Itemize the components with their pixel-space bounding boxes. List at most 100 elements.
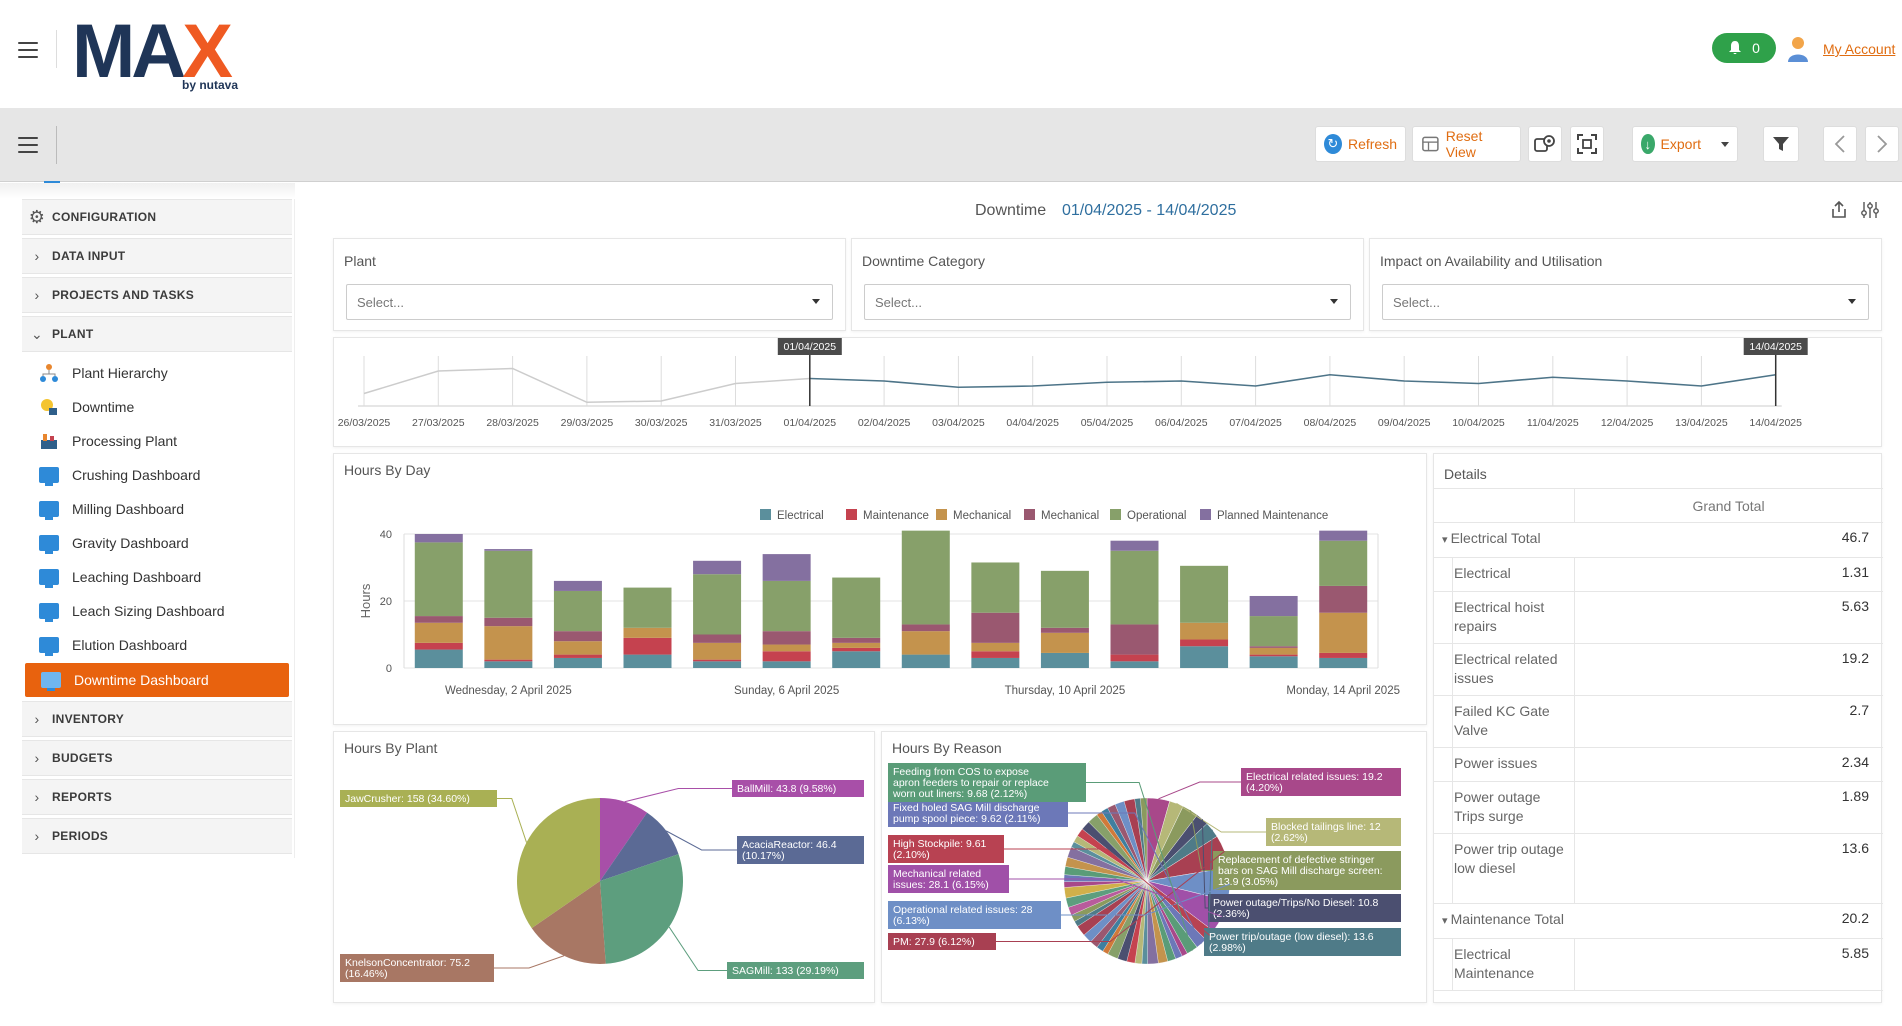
downtime-category-select[interactable]: Select... [864, 284, 1351, 320]
range-selector-chart[interactable]: 26/03/2025 27/03/2025 28/03/2025 29/03/2025… [334, 337, 1883, 448]
previous-button[interactable] [1823, 126, 1857, 162]
details-row: Electrical hoist repairs 5.63 [1434, 592, 1883, 644]
sidebar-section-periods[interactable]: › PERIODS [22, 818, 292, 854]
callout-label: (2.10%) [893, 849, 930, 861]
sidebar-section-label: INVENTORY [52, 712, 125, 726]
my-account-link[interactable]: My Account [1823, 41, 1896, 57]
bar-segment [1040, 632, 1089, 653]
sidebar-item-downtime[interactable]: Downtime [38, 392, 288, 422]
export-button[interactable]: ↓ Export [1632, 126, 1738, 162]
bar-segment [1180, 639, 1229, 647]
layout-settings-button[interactable] [1528, 126, 1562, 162]
details-title: Details [1444, 466, 1487, 482]
details-row-label: Electrical Maintenance [1454, 946, 1535, 981]
bar-segment [1110, 550, 1159, 625]
details-row-value: 19.2 [1841, 650, 1869, 666]
sidebar-item-milling-dashboard[interactable]: Milling Dashboard [38, 494, 288, 524]
sidebar-item-processing-plant[interactable]: Processing Plant [38, 426, 288, 456]
share-icon[interactable] [1829, 200, 1849, 220]
sidebar-section-label: PLANT [52, 327, 94, 341]
notifications-button[interactable]: 0 [1712, 33, 1776, 63]
chevron-right-icon [1877, 135, 1888, 153]
dashboard-icon [38, 533, 60, 554]
callout-label: (2.62%) [1271, 832, 1308, 844]
sidebar-item-label: Elution Dashboard [72, 637, 188, 653]
sidebar-section-plant[interactable]: ⌄ PLANT [22, 316, 292, 352]
bar-segment [484, 549, 533, 551]
sidebar-section-budgets[interactable]: › BUDGETS [22, 740, 292, 776]
reset-view-button[interactable]: Reset View [1412, 126, 1521, 162]
callout-box [1266, 818, 1401, 846]
sidebar-item-elution-dashboard[interactable]: Elution Dashboard [38, 630, 288, 660]
bar-segment [832, 651, 881, 668]
gear-icon: ⚙ [28, 206, 46, 227]
sidebar-section-configuration[interactable]: ⚙ CONFIGURATION [22, 199, 292, 235]
export-dropdown-icon[interactable] [1721, 141, 1729, 147]
callout-label: (6.13%) [893, 915, 930, 927]
chevron-down-icon: ⌄ [30, 325, 44, 342]
sidebar-item-downtime-dashboard[interactable]: Downtime Dashboard [25, 663, 289, 697]
settings-sliders-icon[interactable] [1860, 200, 1880, 220]
sidebar-item-gravity-dashboard[interactable]: Gravity Dashboard [38, 528, 288, 558]
range-date-label: 29/03/2025 [561, 417, 614, 429]
user-avatar-icon[interactable] [1787, 36, 1809, 62]
fullscreen-button[interactable] [1570, 126, 1604, 162]
sidebar-section-inventory[interactable]: › INVENTORY [22, 701, 292, 737]
max-logo[interactable]: MAX by nutava [72, 14, 262, 94]
sidebar-item-label: Plant Hierarchy [72, 365, 168, 381]
bar-segment [1110, 624, 1159, 655]
callout-label: apron feeders to repair or replace [893, 777, 1049, 789]
refresh-button[interactable]: ↻ Refresh [1315, 126, 1406, 162]
plant-select[interactable]: Select... [346, 284, 833, 320]
sidebar-section-projects-and-tasks[interactable]: › PROJECTS AND TASKS [22, 277, 292, 313]
sidebar-toggle-icon[interactable] [18, 137, 38, 153]
sidebar-item-crushing-dashboard[interactable]: Crushing Dashboard [38, 460, 288, 490]
bar-segment [971, 657, 1020, 668]
legend-label: Electrical [777, 510, 824, 522]
dashboard-icon [38, 465, 60, 486]
impact-select[interactable]: Select... [1382, 284, 1869, 320]
header-divider [56, 30, 57, 68]
range-start-handle-label: 01/04/2025 [784, 341, 837, 353]
callout-line [1158, 781, 1241, 800]
filter-button[interactable] [1763, 126, 1799, 162]
bar-segment [553, 590, 602, 632]
y-tick-label: 20 [380, 596, 392, 608]
range-line-unselected [363, 367, 810, 404]
sidebar-item-leach-sizing-dashboard[interactable]: Leach Sizing Dashboard [38, 596, 288, 626]
pie-slice [600, 812, 679, 881]
chevron-right-icon: › [34, 750, 40, 766]
callout-box [888, 865, 1009, 893]
bar-segment [1249, 595, 1298, 617]
date-range-selector[interactable]: 26/03/2025 27/03/2025 28/03/2025 29/03/2025… [333, 337, 1882, 447]
bar-segment [1319, 612, 1368, 653]
bar-segment [1249, 646, 1298, 648]
collapse-triangle-icon[interactable]: ▾ [1442, 534, 1451, 546]
details-group-row[interactable]: ▾ Electrical Total 46.7 [1434, 523, 1883, 558]
refresh-label: Refresh [1347, 136, 1397, 152]
callout-label: Replacement of defective stringer [1218, 854, 1375, 866]
bar-segment [1249, 656, 1298, 668]
toolbar-divider [56, 126, 57, 164]
sidebar-item-leaching-dashboard[interactable]: Leaching Dashboard [38, 562, 288, 592]
details-row-label: Failed KC Gate Valve [1454, 703, 1550, 738]
bar-segment [693, 661, 742, 668]
details-group-row[interactable]: ▾ Maintenance Total 20.2 [1434, 904, 1883, 939]
range-date-label: 27/03/2025 [412, 417, 465, 429]
details-row-label: Electrical hoist repairs [1454, 599, 1545, 634]
next-button[interactable] [1865, 126, 1899, 162]
sidebar-section-data-input[interactable]: › DATA INPUT [22, 238, 292, 274]
sidebar-section-reports[interactable]: › REPORTS [22, 779, 292, 815]
group-label-text: Electrical Total [1450, 530, 1541, 546]
callout-box [340, 790, 497, 807]
collapse-triangle-icon[interactable]: ▾ [1442, 915, 1451, 927]
processing-plant-icon [38, 431, 60, 451]
callout-label: issues: 28.1 (6.15%) [893, 879, 989, 891]
details-row-label: Electrical related issues [1454, 651, 1558, 686]
caret-down-icon [1330, 299, 1338, 304]
sidebar-item-plant-hierarchy[interactable]: Plant Hierarchy [38, 358, 288, 388]
sidebar-section-label: REPORTS [52, 790, 113, 804]
main-menu-icon[interactable] [18, 42, 38, 58]
bar-segment [414, 622, 463, 643]
details-row-label: ▾ Maintenance Total [1442, 910, 1612, 931]
